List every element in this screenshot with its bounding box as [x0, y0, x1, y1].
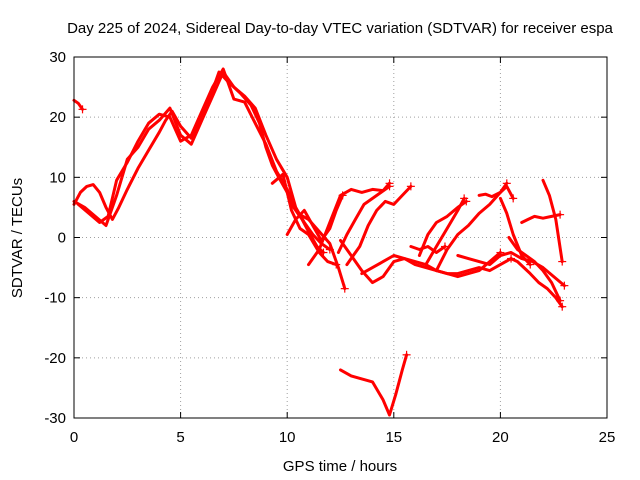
series-arc-16 [456, 251, 566, 288]
y-tick-label: 30 [49, 49, 66, 66]
axis-ticks [73, 56, 608, 419]
series-end-marker [402, 350, 411, 359]
series-arc-19 [507, 236, 562, 303]
series-end-marker [558, 257, 567, 266]
series-arc-18 [498, 196, 532, 267]
series-arc-01 [72, 98, 84, 111]
series-end-marker [460, 194, 469, 203]
series-arc-06 [285, 193, 345, 242]
series-arc-02 [72, 70, 325, 254]
y-tick-labels: -30 -20 -10 0 10 20 30 [44, 49, 66, 427]
x-tick-label: 15 [385, 429, 402, 446]
series-arc-20 [509, 257, 564, 309]
series-arc-14 [424, 196, 466, 267]
x-tick-label: 10 [279, 429, 296, 446]
series-end-marker [385, 182, 394, 191]
y-axis-title: SDTVAR / TECUs [9, 178, 26, 298]
y-tick-label: -20 [44, 350, 66, 367]
x-tick-label: 5 [176, 429, 184, 446]
series-arc-10 [339, 239, 502, 285]
chart-title: Day 225 of 2024, Sidereal Day-to-day VTE… [67, 20, 613, 37]
series-arc-22 [541, 178, 564, 264]
series-arc-03 [72, 70, 332, 251]
series-arc-09 [345, 184, 413, 267]
series-arc-17 [477, 184, 515, 200]
x-tick-label: 20 [492, 429, 509, 446]
y-tick-label: 20 [49, 109, 66, 126]
series-end-marker [556, 210, 565, 219]
plot-frame [73, 56, 608, 419]
x-tick-label: 25 [599, 429, 616, 446]
series-end-marker [332, 260, 341, 269]
x-tick-label: 0 [70, 429, 78, 446]
x-tick-labels: 0 5 10 15 20 25 [70, 429, 616, 446]
series-arc-08 [336, 184, 391, 254]
series-end-marker [340, 284, 349, 293]
series-end-marker [509, 194, 518, 203]
series-end-marker [406, 182, 415, 191]
series-group [72, 67, 569, 417]
series-arc-07 [307, 181, 391, 267]
series-arc-23 [339, 353, 409, 417]
grid [74, 57, 607, 418]
series-arc-12 [409, 245, 447, 254]
y-tick-label: 10 [49, 169, 66, 186]
series-arc-21 [520, 213, 562, 224]
series-end-marker [78, 105, 87, 114]
y-tick-label: -10 [44, 290, 66, 307]
series-end-marker [558, 302, 567, 311]
series-arc-05 [270, 172, 338, 267]
series-arc-04 [76, 67, 347, 291]
y-tick-label: -30 [44, 410, 66, 427]
y-tick-label: 0 [58, 230, 66, 247]
x-axis-title: GPS time / hours [283, 458, 397, 475]
series-end-marker [560, 281, 569, 290]
series-end-marker [526, 260, 535, 269]
